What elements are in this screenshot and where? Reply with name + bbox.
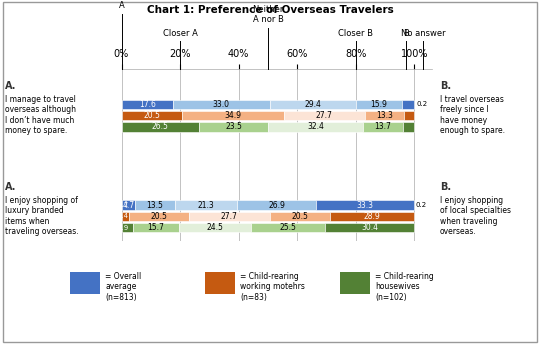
Text: 34.9: 34.9 bbox=[224, 111, 241, 120]
Text: 20.5: 20.5 bbox=[143, 111, 160, 120]
Bar bbox=[356, 100, 402, 109]
Text: A.: A. bbox=[5, 81, 17, 91]
Bar bbox=[122, 201, 135, 210]
Text: 20.5: 20.5 bbox=[291, 212, 308, 221]
Bar bbox=[365, 111, 404, 120]
Text: 2.4: 2.4 bbox=[118, 214, 129, 219]
Bar bbox=[284, 111, 365, 120]
Bar bbox=[326, 223, 414, 233]
Text: I enjoy shopping of
luxury branded
items when
traveling overseas.: I enjoy shopping of luxury branded items… bbox=[5, 196, 79, 236]
Text: = Child-rearing
working motehrs
(n=83): = Child-rearing working motehrs (n=83) bbox=[240, 272, 305, 302]
Text: 13.7: 13.7 bbox=[375, 122, 392, 131]
Text: 27.7: 27.7 bbox=[221, 212, 238, 221]
Text: 0.2: 0.2 bbox=[416, 101, 427, 107]
Text: B.: B. bbox=[440, 182, 451, 192]
Bar bbox=[363, 122, 403, 132]
Text: 30.4: 30.4 bbox=[361, 223, 379, 232]
Text: 21.3: 21.3 bbox=[198, 201, 214, 210]
Text: 27.7: 27.7 bbox=[316, 111, 333, 120]
Text: B.: B. bbox=[440, 81, 451, 91]
Bar bbox=[199, 122, 268, 132]
Text: 0.2: 0.2 bbox=[416, 202, 427, 208]
Text: 15.7: 15.7 bbox=[147, 223, 164, 232]
Text: = Overall
average
(n=813): = Overall average (n=813) bbox=[105, 272, 141, 302]
Bar bbox=[269, 100, 356, 109]
Bar bbox=[179, 223, 251, 233]
Bar bbox=[133, 223, 179, 233]
Bar bbox=[129, 212, 188, 221]
Text: 28.9: 28.9 bbox=[364, 212, 381, 221]
Bar bbox=[175, 201, 237, 210]
Text: A.: A. bbox=[5, 182, 17, 192]
Bar bbox=[403, 122, 414, 132]
Bar bbox=[237, 201, 316, 210]
Text: 25.5: 25.5 bbox=[280, 223, 296, 232]
Text: 13.3: 13.3 bbox=[376, 111, 393, 120]
Bar bbox=[122, 111, 181, 120]
Text: 13.5: 13.5 bbox=[146, 201, 164, 210]
Text: 33.3: 33.3 bbox=[356, 201, 373, 210]
Text: 33.0: 33.0 bbox=[213, 100, 230, 109]
Bar bbox=[404, 111, 414, 120]
Bar bbox=[122, 212, 129, 221]
Text: No answer: No answer bbox=[401, 29, 446, 38]
Bar bbox=[402, 100, 414, 109]
Text: 20.5: 20.5 bbox=[150, 212, 167, 221]
Bar bbox=[316, 201, 414, 210]
Text: 4.7: 4.7 bbox=[117, 202, 129, 208]
Text: I manage to travel
overseas although
I don’t have much
money to spare.: I manage to travel overseas although I d… bbox=[5, 95, 76, 135]
Bar bbox=[122, 223, 133, 233]
Text: Chart 1: Preference of Overseas Travelers: Chart 1: Preference of Overseas Traveler… bbox=[147, 5, 393, 15]
Text: I travel overseas
freely since I
have money
enough to spare.: I travel overseas freely since I have mo… bbox=[440, 95, 505, 135]
Text: Closer B: Closer B bbox=[339, 29, 373, 38]
Text: 26.9: 26.9 bbox=[268, 201, 285, 210]
Bar bbox=[188, 212, 269, 221]
Text: = Child-rearing
housewives
(n=102): = Child-rearing housewives (n=102) bbox=[375, 272, 434, 302]
Text: 23.5: 23.5 bbox=[225, 122, 242, 131]
Text: 3.9: 3.9 bbox=[117, 225, 129, 231]
Bar bbox=[135, 201, 175, 210]
Text: 24.5: 24.5 bbox=[206, 223, 223, 232]
Text: A: A bbox=[119, 1, 124, 10]
Bar bbox=[269, 212, 330, 221]
Text: 32.4: 32.4 bbox=[307, 122, 324, 131]
Bar bbox=[122, 100, 173, 109]
Bar bbox=[181, 111, 284, 120]
Bar bbox=[268, 122, 363, 132]
Text: 4.7: 4.7 bbox=[123, 201, 134, 210]
Text: 29.4: 29.4 bbox=[305, 100, 321, 109]
Bar bbox=[173, 100, 269, 109]
Text: 17.6: 17.6 bbox=[139, 100, 156, 109]
Text: 26.5: 26.5 bbox=[152, 122, 168, 131]
Text: B: B bbox=[403, 29, 409, 38]
Text: I enjoy shopping
of local specialties
when traveling
overseas.: I enjoy shopping of local specialties wh… bbox=[440, 196, 511, 236]
Bar bbox=[251, 223, 326, 233]
Text: 15.9: 15.9 bbox=[370, 100, 388, 109]
Bar bbox=[330, 212, 414, 221]
Text: Neither
A nor B: Neither A nor B bbox=[252, 5, 284, 24]
Text: Closer A: Closer A bbox=[163, 29, 198, 38]
Bar bbox=[122, 122, 199, 132]
